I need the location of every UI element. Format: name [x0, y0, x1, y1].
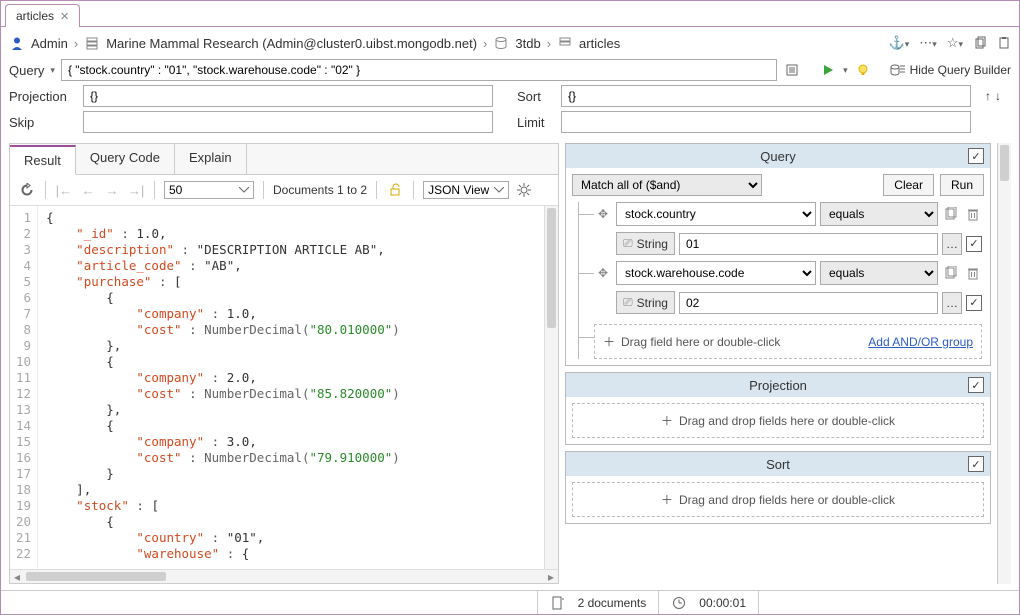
projection-label: Projection: [9, 89, 79, 104]
sort-asc-icon[interactable]: ↑: [985, 89, 991, 103]
prev-page-icon[interactable]: ←: [79, 181, 97, 199]
clock-icon: [671, 595, 687, 611]
code-gutter: 12345678910111213141516171819202122: [10, 206, 38, 569]
clear-button[interactable]: Clear: [883, 174, 934, 196]
first-page-icon[interactable]: |←: [55, 181, 73, 199]
query-input[interactable]: [61, 59, 777, 81]
hide-query-builder-button[interactable]: Hide Query Builder: [890, 63, 1011, 77]
bulb-icon[interactable]: [854, 61, 872, 79]
status-elapsed: 00:00:01: [699, 596, 746, 610]
trash-icon[interactable]: [964, 205, 982, 223]
chevron-right-icon: ›: [74, 36, 78, 51]
add-group-link[interactable]: Add AND/OR group: [868, 335, 973, 349]
value-type-select[interactable]: ⎚ String: [616, 291, 675, 314]
hide-builder-label: Hide Query Builder: [910, 63, 1011, 77]
value-type-select[interactable]: ⎚ String: [616, 232, 675, 255]
duplicate-icon[interactable]: [942, 264, 960, 282]
drag-handle-icon[interactable]: ✥: [594, 264, 612, 282]
horizontal-scrollbar[interactable]: ◂▸: [10, 569, 558, 583]
server-icon: [84, 35, 100, 51]
document-icon: [550, 595, 566, 611]
chevron-right-icon: ›: [483, 36, 487, 51]
condition-value-input[interactable]: [679, 292, 938, 314]
tab-query-code[interactable]: Query Code: [76, 144, 175, 174]
duplicate-icon[interactable]: [942, 205, 960, 223]
condition-field-select[interactable]: stock.country: [616, 202, 816, 226]
limit-input[interactable]: [561, 111, 971, 133]
query-enabled-checkbox[interactable]: [968, 148, 984, 164]
query-label: Query: [9, 63, 44, 78]
plus-icon: ＋: [661, 491, 673, 508]
projection-dropzone[interactable]: ＋ Drag and drop fields here or double-cl…: [572, 403, 984, 438]
anchor-icon[interactable]: ⚓▾: [889, 35, 910, 51]
star-icon[interactable]: ☆▾: [947, 35, 963, 51]
plus-icon: ＋: [661, 412, 673, 429]
condition-value-input[interactable]: [679, 233, 938, 255]
plus-icon: ＋: [603, 333, 615, 350]
skip-label: Skip: [9, 115, 79, 130]
close-icon[interactable]: ✕: [60, 10, 69, 23]
chevron-right-icon: ›: [547, 36, 551, 51]
copy-icon[interactable]: [973, 36, 987, 50]
projection-enabled-checkbox[interactable]: [968, 377, 984, 393]
breadcrumb: Admin › Marine Mammal Research (Admin@cl…: [1, 27, 1019, 59]
sort-enabled-checkbox[interactable]: [968, 456, 984, 472]
sort-input[interactable]: [561, 85, 971, 107]
query-section-header: Query: [566, 144, 990, 168]
tab-title: articles: [16, 9, 54, 23]
projection-input[interactable]: [83, 85, 493, 107]
value-options-icon[interactable]: …: [942, 233, 962, 255]
breadcrumb-connection[interactable]: Marine Mammal Research (Admin@cluster0.u…: [106, 36, 477, 51]
skip-input[interactable]: [83, 111, 493, 133]
status-doc-count: 2 documents: [578, 596, 647, 610]
chevron-down-icon[interactable]: ▾: [50, 65, 55, 76]
tab-result[interactable]: Result: [10, 145, 76, 175]
value-options-icon[interactable]: …: [942, 292, 962, 314]
next-page-icon[interactable]: →: [103, 181, 121, 199]
projection-section-header: Projection: [566, 373, 990, 397]
sort-label: Sort: [517, 89, 557, 104]
breadcrumb-database[interactable]: 3tdb: [515, 36, 540, 51]
collection-icon: [557, 35, 573, 51]
more-icon[interactable]: ⋯▾: [919, 35, 937, 51]
view-mode-select[interactable]: JSON View: [423, 181, 509, 199]
limit-label: Limit: [517, 115, 557, 130]
database-icon: [493, 35, 509, 51]
breadcrumb-user[interactable]: Admin: [31, 36, 68, 51]
trash-icon[interactable]: [964, 264, 982, 282]
run-dropdown-icon[interactable]: ▾: [843, 65, 848, 76]
sort-section-header: Sort: [566, 452, 990, 476]
lock-icon[interactable]: [386, 181, 404, 199]
condition-operator-select[interactable]: equals: [820, 261, 938, 285]
tab-explain[interactable]: Explain: [175, 144, 247, 174]
sort-desc-icon[interactable]: ↓: [995, 89, 1001, 103]
condition-enabled-checkbox[interactable]: [966, 236, 982, 252]
condition-operator-select[interactable]: equals: [820, 202, 938, 226]
breadcrumb-collection[interactable]: articles: [579, 36, 620, 51]
condition-enabled-checkbox[interactable]: [966, 295, 982, 311]
code-view[interactable]: { "_id" : 1.0, "description" : "DESCRIPT…: [38, 206, 408, 569]
play-icon[interactable]: [819, 61, 837, 79]
vertical-scrollbar[interactable]: [544, 206, 558, 569]
page-size-select[interactable]: 50: [164, 181, 254, 199]
condition-field-select[interactable]: stock.warehouse.code: [616, 261, 816, 285]
panel-scrollbar[interactable]: [997, 143, 1011, 584]
user-icon: [9, 35, 25, 51]
paste-icon[interactable]: [997, 36, 1011, 50]
documents-range: Documents 1 to 2: [273, 183, 367, 197]
refresh-icon[interactable]: [18, 181, 36, 199]
run-button[interactable]: Run: [940, 174, 984, 196]
sort-dropzone[interactable]: ＋ Drag and drop fields here or double-cl…: [572, 482, 984, 517]
query-dropzone[interactable]: ＋Drag field here or double-clickAdd AND/…: [594, 324, 982, 359]
match-mode-select[interactable]: Match all of ($and): [572, 174, 762, 196]
drag-handle-icon[interactable]: ✥: [594, 205, 612, 223]
last-page-icon[interactable]: →|: [127, 181, 145, 199]
gear-icon[interactable]: [515, 181, 533, 199]
query-options-icon[interactable]: [783, 61, 801, 79]
tab-articles[interactable]: articles ✕: [5, 4, 80, 27]
